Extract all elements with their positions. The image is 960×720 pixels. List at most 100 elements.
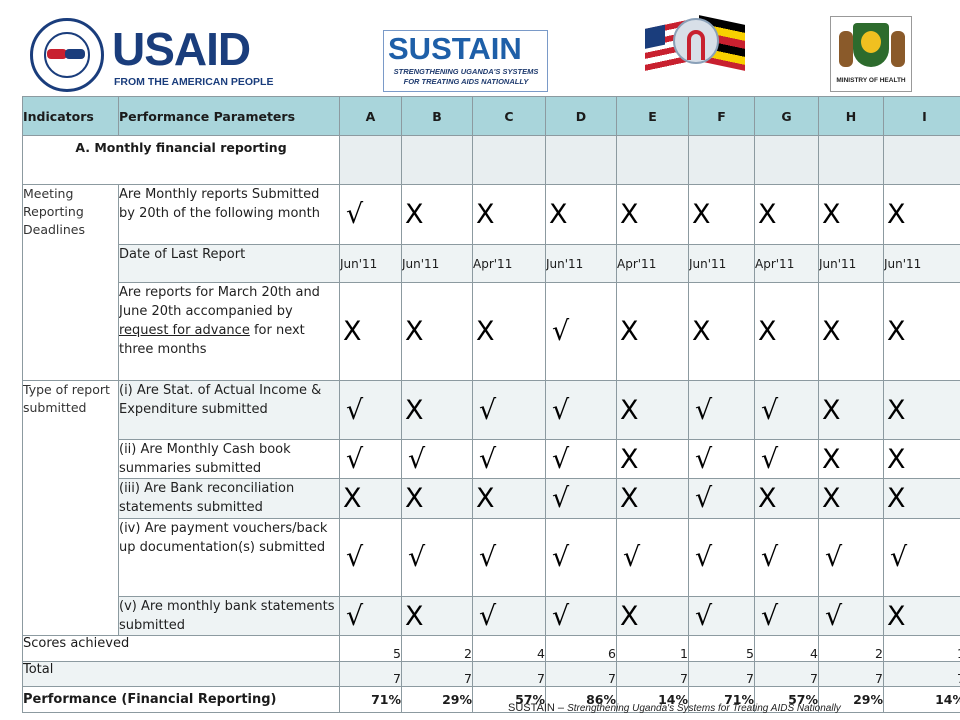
status-mark: X bbox=[754, 478, 819, 519]
column-header: D bbox=[545, 96, 617, 136]
status-mark: √ bbox=[339, 518, 402, 597]
column-header: B bbox=[401, 96, 473, 136]
financial-reporting-table: Indicators Performance Parameters A B C … bbox=[22, 96, 960, 713]
column-header: I bbox=[883, 96, 960, 136]
footer-tagline: Strengthening Uganda's Systems for Treat… bbox=[567, 703, 841, 714]
section-title: A. Monthly financial reporting bbox=[22, 135, 340, 185]
column-header: G bbox=[754, 96, 819, 136]
status-mark: X bbox=[472, 282, 546, 381]
parameter-text: Are reports for March 20th and June 20th… bbox=[119, 285, 320, 319]
parameter-cell: (ii) Are Monthly Cash book summaries sub… bbox=[118, 439, 340, 479]
status-mark: X bbox=[401, 478, 473, 519]
column-header: Performance Parameters bbox=[118, 96, 340, 136]
status-mark: X bbox=[616, 478, 689, 519]
total-cell: 7 bbox=[818, 661, 884, 687]
status-mark: X bbox=[401, 282, 473, 381]
table-row: (v) Are monthly bank statements submitte… bbox=[23, 596, 960, 636]
status-mark: √ bbox=[545, 439, 617, 479]
section-row: A. Monthly financial reporting bbox=[22, 135, 960, 185]
status-mark: √ bbox=[754, 439, 819, 479]
status-mark: √ bbox=[472, 596, 546, 636]
parameter-underlined-text: request for advance bbox=[119, 323, 250, 338]
scores-row: Scores achieved 5 2 4 6 1 5 4 2 1 bbox=[22, 635, 960, 662]
score-cell: 1 bbox=[616, 635, 689, 662]
header-row: Indicators Performance Parameters A B C … bbox=[22, 96, 960, 136]
status-mark: √ bbox=[545, 596, 617, 636]
status-mark: √ bbox=[688, 380, 755, 440]
status-mark: X bbox=[616, 380, 689, 440]
score-cell: 4 bbox=[754, 635, 819, 662]
status-mark: X bbox=[883, 439, 960, 479]
status-mark: X bbox=[545, 184, 617, 245]
partnership-emblem-icon bbox=[643, 10, 747, 92]
status-mark: X bbox=[401, 184, 473, 245]
status-mark: X bbox=[688, 282, 755, 381]
total-cell: 7 bbox=[339, 661, 402, 687]
status-mark: X bbox=[472, 478, 546, 519]
total-cell: 7 bbox=[883, 661, 960, 687]
status-mark: X bbox=[818, 478, 884, 519]
score-cell: 2 bbox=[818, 635, 884, 662]
status-mark: √ bbox=[754, 380, 819, 440]
sustain-wordmark: SUSTAIN bbox=[388, 31, 522, 66]
status-mark: √ bbox=[818, 596, 884, 636]
status-mark: √ bbox=[754, 518, 819, 597]
status-mark: √ bbox=[818, 518, 884, 597]
status-mark: X bbox=[883, 478, 960, 519]
logo-banner: USAID FROM THE AMERICAN PEOPLE SUSTAIN S… bbox=[0, 0, 960, 96]
status-mark: X bbox=[339, 478, 402, 519]
score-cell: 6 bbox=[545, 635, 617, 662]
date-cell: Jun'11 bbox=[818, 244, 884, 283]
status-mark: X bbox=[818, 380, 884, 440]
parameter-cell: Are reports for March 20th and June 20th… bbox=[118, 282, 340, 381]
column-header: A bbox=[339, 96, 402, 136]
scores-label: Scores achieved bbox=[22, 635, 340, 662]
table-row: (ii) Are Monthly Cash book summaries sub… bbox=[23, 439, 960, 479]
status-mark: X bbox=[472, 184, 546, 245]
parameter-cell: (v) Are monthly bank statements submitte… bbox=[118, 596, 340, 636]
table-row: (iii) Are Bank reconciliation statements… bbox=[23, 478, 960, 519]
status-mark: √ bbox=[339, 439, 402, 479]
footer-brand: SUSTAIN bbox=[508, 702, 555, 714]
footer: SUSTAIN – Strengthening Uganda's Systems… bbox=[508, 702, 841, 714]
performance-cell: 71% bbox=[688, 686, 755, 713]
status-mark: X bbox=[754, 184, 819, 245]
table-row: Date of Last Report Jun'11 Jun'11 Apr'11… bbox=[23, 244, 960, 283]
status-mark: √ bbox=[472, 518, 546, 597]
ministry-of-health-logo: MINISTRY OF HEALTH bbox=[830, 16, 912, 92]
status-mark: √ bbox=[401, 439, 473, 479]
status-mark: √ bbox=[401, 518, 473, 597]
total-cell: 7 bbox=[688, 661, 755, 687]
date-cell: Apr'11 bbox=[754, 244, 819, 283]
column-header: H bbox=[818, 96, 884, 136]
date-cell: Jun'11 bbox=[688, 244, 755, 283]
usaid-wordmark: USAID bbox=[112, 23, 251, 75]
performance-cell: 86% bbox=[545, 686, 617, 713]
status-mark: √ bbox=[339, 596, 402, 636]
sustain-logo: SUSTAIN STRENGTHENING UGANDA'S SYSTEMS F… bbox=[383, 30, 548, 92]
usaid-seal-icon bbox=[30, 18, 104, 92]
performance-cell: 14% bbox=[616, 686, 689, 713]
table-row: Are reports for March 20th and June 20th… bbox=[23, 282, 960, 381]
parameter-cell: Are Monthly reports Submitted by 20th of… bbox=[118, 184, 340, 245]
date-cell: Jun'11 bbox=[339, 244, 402, 283]
parameter-cell: (i) Are Stat. of Actual Income & Expendi… bbox=[118, 380, 340, 440]
status-mark: √ bbox=[545, 380, 617, 440]
usaid-logo: USAID FROM THE AMERICAN PEOPLE bbox=[30, 18, 290, 92]
score-cell: 4 bbox=[472, 635, 546, 662]
status-mark: √ bbox=[883, 518, 960, 597]
status-mark: X bbox=[883, 596, 960, 636]
status-mark: √ bbox=[339, 380, 402, 440]
status-mark: X bbox=[339, 282, 402, 381]
status-mark: √ bbox=[472, 439, 546, 479]
date-cell: Apr'11 bbox=[616, 244, 689, 283]
status-mark: √ bbox=[616, 518, 689, 597]
table-row: (iv) Are payment vouchers/back up docume… bbox=[23, 518, 960, 597]
indicator-cell: Meeting Reporting Deadlines bbox=[22, 184, 119, 381]
performance-cell: 14% bbox=[883, 686, 960, 713]
table-row: Meeting Reporting Deadlines Are Monthly … bbox=[22, 184, 960, 381]
score-cell: 2 bbox=[401, 635, 473, 662]
parameter-cell: (iii) Are Bank reconciliation statements… bbox=[118, 478, 340, 519]
status-mark: X bbox=[883, 184, 960, 245]
date-cell: Jun'11 bbox=[545, 244, 617, 283]
